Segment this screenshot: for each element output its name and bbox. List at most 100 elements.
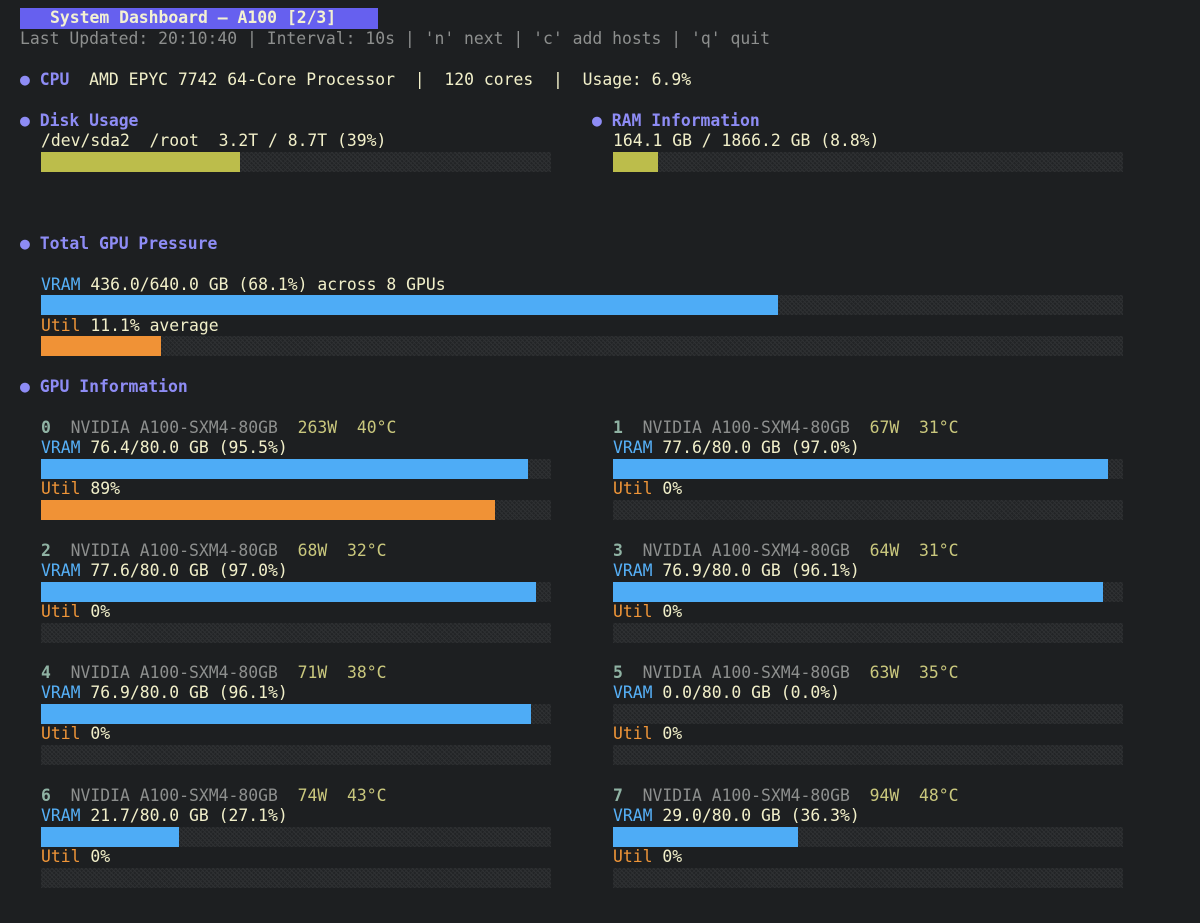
gpu-name: NVIDIA A100-SXM4-80GB — [70, 786, 278, 805]
disk-bar-fill — [41, 152, 240, 172]
gpu-vram-bar — [613, 704, 1123, 724]
gpu-vram-label: VRAM — [41, 806, 81, 825]
total-vram-line: VRAM 436.0/640.0 GB (68.1%) across 8 GPU… — [41, 275, 446, 296]
gpu-title-line: 5 NVIDIA A100-SXM4-80GB 63W 35°C — [613, 663, 958, 684]
gpu-vram-label: VRAM — [613, 561, 653, 580]
cpu-model: AMD EPYC 7742 64-Core Processor — [89, 70, 396, 89]
gpu-vram-bar-fill — [613, 459, 1108, 479]
disk-bar — [41, 152, 551, 172]
gpu-vram-bar-fill — [41, 459, 529, 479]
gpu-util-text: 0% — [90, 602, 111, 621]
status-line: Last Updated: 20:10:40 | Interval: 10s |… — [20, 29, 770, 48]
gpu-vram-bar — [613, 827, 1123, 847]
gpu-vram-bar — [41, 582, 551, 602]
gpu-util-line: Util 89% — [41, 479, 120, 500]
gpu-vram-text: 76.9/80.0 GB (96.1%) — [662, 561, 860, 580]
gpu-util-bar — [41, 500, 551, 520]
gpu-vram-line: VRAM 21.7/80.0 GB (27.1%) — [41, 806, 288, 827]
cpu-bullet-icon: ● — [20, 70, 30, 89]
gpu-index: 0 — [41, 418, 51, 437]
gpu-vram-bar — [41, 827, 551, 847]
gpu-util-text: 0% — [662, 479, 683, 498]
gpu-vram-line: VRAM 76.9/80.0 GB (96.1%) — [613, 561, 860, 582]
gpu-util-label: Util — [41, 724, 81, 743]
gpu-index: 5 — [613, 663, 623, 682]
gpu-util-bar — [41, 745, 551, 765]
disk-heading: ● Disk Usage — [20, 111, 138, 132]
gpu-vram-bar-fill — [613, 582, 1104, 602]
gpu-vram-line: VRAM 77.6/80.0 GB (97.0%) — [613, 438, 860, 459]
gpu-temp: 38°C — [346, 663, 387, 682]
gpu-util-text: 0% — [90, 724, 111, 743]
gpu-util-line: Util 0% — [613, 479, 682, 500]
gpu-util-bar — [613, 500, 1123, 520]
gpu-power: 94W — [869, 786, 900, 805]
gpu-info-heading: ● GPU Information — [20, 377, 188, 398]
gpu-util-bar — [41, 623, 551, 643]
cpu-separator: | — [552, 70, 563, 89]
gpu-util-text: 0% — [662, 847, 683, 866]
gpu-vram-bar-fill — [613, 827, 799, 847]
gpu-title-line: 3 NVIDIA A100-SXM4-80GB 64W 31°C — [613, 541, 958, 562]
ram-text: 164.1 GB / 1866.2 GB (8.8%) — [613, 131, 880, 150]
gpu-vram-label: VRAM — [41, 683, 81, 702]
gpu-vram-bar — [41, 704, 551, 724]
gpu-power: 74W — [297, 786, 328, 805]
total-vram-bar-fill — [41, 295, 778, 315]
gpu-vram-bar — [613, 582, 1123, 602]
gpu-vram-bar — [41, 459, 551, 479]
gpu-temp: 32°C — [346, 541, 387, 560]
disk-label: Disk Usage — [39, 111, 139, 130]
gpu-name: NVIDIA A100-SXM4-80GB — [70, 541, 278, 560]
gpu-name: NVIDIA A100-SXM4-80GB — [642, 418, 850, 437]
gpu-util-text: 89% — [90, 479, 120, 498]
total-vram-text: 436.0/640.0 GB (68.1%) across 8 GPUs — [90, 275, 446, 294]
gpu-power: 67W — [869, 418, 900, 437]
gpu-vram-line: VRAM 76.4/80.0 GB (95.5%) — [41, 438, 288, 459]
gpu-name: NVIDIA A100-SXM4-80GB — [642, 786, 850, 805]
cpu-cores: 120 cores — [444, 70, 534, 89]
total-util-label: Util — [41, 316, 81, 335]
gpu-title-line: 1 NVIDIA A100-SXM4-80GB 67W 31°C — [613, 418, 958, 439]
gpu-util-bar — [613, 868, 1123, 888]
gpu-title-line: 2 NVIDIA A100-SXM4-80GB 68W 32°C — [41, 541, 386, 562]
gpu-index: 4 — [41, 663, 51, 682]
total-util-bar — [41, 336, 1123, 356]
gpu-title-line: 0 NVIDIA A100-SXM4-80GB 263W 40°C — [41, 418, 396, 439]
ram-bullet-icon: ● — [592, 111, 602, 130]
gpu-vram-bar — [613, 459, 1123, 479]
gpu-power: 71W — [297, 663, 328, 682]
total-gpu-label: Total GPU Pressure — [39, 234, 218, 253]
gpu-vram-text: 77.6/80.0 GB (97.0%) — [90, 561, 288, 580]
gpu-temp: 48°C — [918, 786, 959, 805]
gpu-util-line: Util 0% — [613, 602, 682, 623]
gpu-util-line: Util 0% — [41, 847, 110, 868]
total-gpu-bullet-icon: ● — [20, 234, 30, 253]
disk-text: /dev/sda2 /root 3.2T / 8.7T (39%) — [41, 131, 387, 150]
gpu-name: NVIDIA A100-SXM4-80GB — [642, 541, 850, 560]
gpu-power: 68W — [297, 541, 328, 560]
total-gpu-heading: ● Total GPU Pressure — [20, 234, 217, 255]
gpu-title-line: 4 NVIDIA A100-SXM4-80GB 71W 38°C — [41, 663, 386, 684]
gpu-vram-line: VRAM 0.0/80.0 GB (0.0%) — [613, 683, 840, 704]
cpu-usage: Usage: 6.9% — [582, 70, 692, 89]
gpu-util-label: Util — [41, 602, 81, 621]
gpu-temp: 40°C — [356, 418, 397, 437]
gpu-util-bar — [613, 623, 1123, 643]
gpu-vram-line: VRAM 29.0/80.0 GB (36.3%) — [613, 806, 860, 827]
gpu-util-text: 0% — [662, 724, 683, 743]
gpu-vram-line: VRAM 77.6/80.0 GB (97.0%) — [41, 561, 288, 582]
gpu-util-label: Util — [41, 847, 81, 866]
gpu-vram-label: VRAM — [613, 806, 653, 825]
gpu-index: 7 — [613, 786, 623, 805]
total-util-bar-fill — [41, 336, 162, 356]
ram-bar — [613, 152, 1123, 172]
gpu-util-line: Util 0% — [41, 602, 110, 623]
gpu-vram-label: VRAM — [613, 683, 653, 702]
gpu-power: 64W — [869, 541, 900, 560]
gpu-util-text: 0% — [90, 847, 111, 866]
ram-heading: ● RAM Information — [592, 111, 760, 132]
gpu-util-line: Util 0% — [41, 724, 110, 745]
gpu-name: NVIDIA A100-SXM4-80GB — [70, 663, 278, 682]
gpu-vram-text: 76.4/80.0 GB (95.5%) — [90, 438, 288, 457]
